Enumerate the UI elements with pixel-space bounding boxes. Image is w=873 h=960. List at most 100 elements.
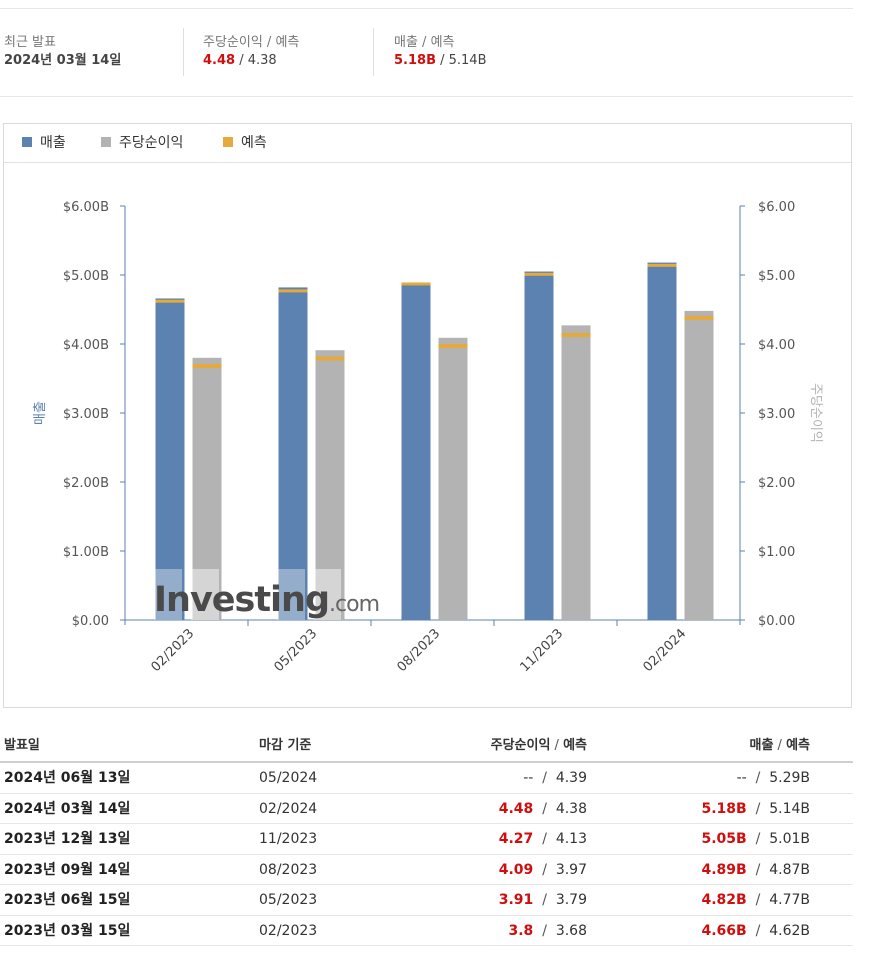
legend-item-eps[interactable]: 주당순이익	[101, 134, 183, 152]
left-axis-title: 매출	[33, 401, 48, 425]
row-date: 2023년 09월 14일	[4, 861, 131, 878]
row-revenue-actual: --	[736, 770, 747, 786]
chart-legend: 매출 주당순이익 예측	[4, 124, 851, 163]
row-date: 2024년 06월 13일	[4, 770, 131, 786]
row-revenue: 4.89B / 4.87B	[701, 861, 810, 878]
summary-separator	[183, 28, 184, 76]
revenue-forecast-marker	[647, 263, 677, 267]
x-tick-label: 05/2023	[272, 626, 321, 675]
row-eps-forecast: 4.39	[555, 770, 587, 786]
row-eps-forecast: 4.13	[555, 831, 587, 847]
revenue-bar	[155, 298, 185, 620]
eps-bar	[561, 325, 591, 620]
table-row: 2024년 06월 13일 05/2024 -- / 4.39 -- / 5.29B	[0, 763, 853, 794]
revenue-actual-value: 5.18B	[394, 53, 436, 68]
row-revenue-actual: 4.82B	[701, 892, 747, 908]
row-date: 2023년 12월 13일	[4, 831, 131, 847]
row-eps: 4.27 / 4.13	[498, 831, 587, 847]
legend-item-revenue[interactable]: 매출	[22, 134, 66, 152]
legend-label-revenue: 매출	[40, 135, 66, 151]
legend-swatch-eps	[101, 137, 111, 147]
revenue-forecast-value: / 5.14B	[435, 53, 487, 68]
right-tick-label: $6.00	[758, 200, 795, 215]
row-revenue-forecast: 4.87B	[769, 861, 810, 878]
earnings-history-table: 발표일 마감 기준 주당순이익 / 예측 매출 / 예측 2024년 06월 1…	[0, 728, 853, 946]
legend-label-eps: 주당순이익	[119, 135, 184, 151]
header-period: 마감 기준	[259, 738, 312, 753]
row-period: 05/2024	[259, 770, 318, 786]
row-eps-actual: 4.48	[498, 800, 534, 817]
left-tick-label: $2.00B	[63, 476, 109, 491]
row-revenue: 4.66B / 4.62B	[701, 922, 810, 939]
watermark-text: Investing.com	[154, 580, 379, 620]
eps-bar	[684, 310, 714, 620]
row-eps: 3.91 / 3.79	[498, 892, 587, 908]
row-revenue-forecast: 5.29B	[769, 770, 810, 786]
table-row: 2023년 06월 15일 05/2023 3.91 / 3.79 4.82B / 4…	[0, 885, 853, 916]
row-eps-forecast: 3.97	[555, 861, 587, 878]
right-tick-label: $1.00	[758, 545, 795, 560]
earnings-summary: 최근 발표 2024년 03월 14일 주당순이익 / 예측 4.48 / 4.…	[0, 22, 853, 82]
row-period: 02/2024	[259, 800, 318, 817]
header-date: 발표일	[4, 738, 40, 753]
eps-forecast-marker	[561, 333, 591, 338]
row-revenue-forecast: 4.62B	[769, 922, 810, 939]
revenue-summary-label: 매출 / 예측	[394, 35, 455, 50]
left-tick-label: $4.00B	[63, 338, 109, 353]
table-row: 2024년 03월 14일 02/2024 4.48 / 4.38 5.18B / 5…	[0, 794, 853, 824]
right-tick-label: $5.00	[758, 269, 795, 284]
row-eps-forecast: 3.68	[555, 922, 587, 939]
top-divider	[0, 8, 853, 9]
row-eps: 3.8 / 3.68	[508, 922, 587, 939]
eps-bar	[192, 357, 222, 620]
header-revenue-forecast-label: 예측	[786, 738, 810, 753]
row-eps-actual: 4.09	[498, 861, 534, 878]
legend-swatch-forecast	[223, 137, 233, 147]
row-period: 08/2023	[259, 861, 318, 878]
row-revenue: -- / 5.29B	[736, 770, 810, 786]
recent-release-date: 2024년 03월 14일	[4, 53, 122, 68]
eps-actual-value: 4.48	[203, 53, 236, 68]
row-revenue-forecast: 5.01B	[769, 831, 810, 847]
row-eps-forecast: 4.38	[555, 800, 587, 817]
header-revenue-label: 매출	[749, 738, 774, 753]
row-eps-forecast: 3.79	[555, 892, 587, 908]
row-revenue-actual: 4.66B	[701, 922, 747, 939]
row-date: 2024년 03월 14일	[4, 800, 131, 817]
header-revenue: 매출 / 예측	[749, 738, 811, 753]
eps-bar	[315, 350, 345, 620]
earnings-chart: 매출 주당순이익 예측 $0.00 $0.00 $1.00B $1.00 $2.00B $…	[3, 123, 852, 708]
eps-forecast-value: / 4.38	[235, 53, 277, 68]
left-tick-label: $3.00B	[63, 407, 109, 422]
eps-summary: 주당순이익 / 예측 4.48 / 4.38	[203, 34, 299, 70]
left-tick-label: $5.00B	[63, 269, 109, 284]
revenue-bar	[401, 282, 431, 620]
table-row: 2023년 03월 15일 02/2023 3.8 / 3.68 4.66B / 4.…	[0, 916, 853, 946]
eps-bar	[438, 337, 468, 620]
x-tick-label: 02/2024	[641, 626, 690, 675]
row-eps-actual: 3.8	[508, 922, 534, 939]
row-period: 11/2023	[259, 831, 318, 847]
revenue-summary: 매출 / 예측 5.18B / 5.14B	[394, 34, 487, 70]
legend-item-forecast[interactable]: 예측	[223, 134, 267, 152]
header-eps: 주당순이익 / 예측	[490, 738, 587, 753]
right-axis-title: 주당순이익	[808, 383, 823, 443]
legend-swatch-revenue	[22, 137, 32, 147]
revenue-bar	[647, 262, 677, 620]
table-body: 2024년 06월 13일 05/2024 -- / 4.39 -- / 5.29B 2…	[0, 763, 853, 946]
right-tick-label: $0.00	[758, 614, 795, 629]
row-period: 05/2023	[259, 892, 318, 908]
table-header: 발표일 마감 기준 주당순이익 / 예측 매출 / 예측	[0, 728, 853, 763]
row-eps-actual: 4.27	[498, 831, 534, 847]
header-eps-forecast-label: 예측	[563, 738, 587, 753]
header-eps-label: 주당순이익	[490, 738, 551, 753]
eps-forecast-marker	[192, 364, 222, 369]
legend-label-forecast: 예측	[241, 135, 267, 151]
row-revenue: 5.18B / 5.14B	[701, 800, 810, 817]
table-row: 2023년 09월 14일 08/2023 4.09 / 3.97 4.89B / 4…	[0, 855, 853, 885]
row-revenue: 4.82B / 4.77B	[701, 892, 810, 908]
summary-divider	[0, 96, 853, 97]
eps-forecast-marker	[315, 356, 345, 361]
recent-release-label: 최근 발표	[4, 35, 56, 50]
table-row: 2023년 12월 13일 11/2023 4.27 / 4.13 5.05B / 5…	[0, 824, 853, 855]
